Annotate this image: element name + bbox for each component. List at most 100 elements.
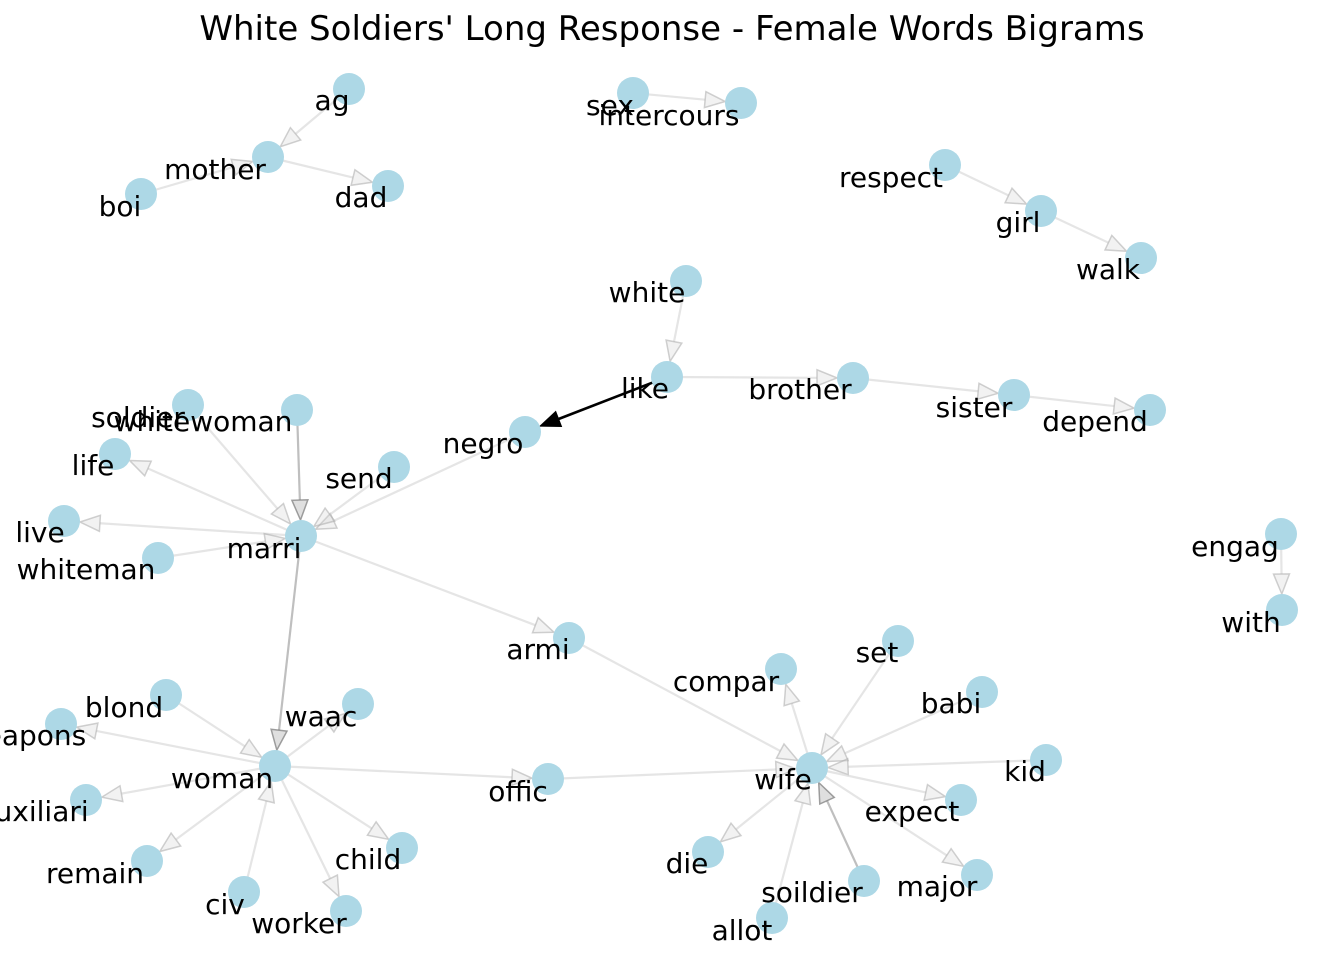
node-ag bbox=[333, 73, 365, 105]
node-label-brother: brother bbox=[748, 373, 852, 406]
edge-woman-child bbox=[274, 765, 391, 841]
node-label-dad: dad bbox=[335, 181, 388, 214]
edge-like-negro bbox=[538, 375, 668, 428]
edge-woman-offic bbox=[274, 764, 535, 787]
node-label-depend: depend bbox=[1042, 405, 1148, 438]
node-remain bbox=[131, 845, 163, 877]
node-armi bbox=[553, 622, 585, 654]
node-wife bbox=[796, 752, 828, 784]
edge-allot-wife bbox=[770, 781, 812, 919]
edge-wife-die bbox=[718, 767, 813, 844]
edge-brother-sister bbox=[852, 376, 1001, 401]
node-send bbox=[378, 451, 410, 483]
node-worker bbox=[330, 895, 362, 927]
edge-woman-remain bbox=[158, 765, 276, 853]
node-engag bbox=[1265, 518, 1297, 550]
node-label-live: live bbox=[15, 516, 64, 549]
node-label-life: life bbox=[72, 449, 115, 482]
node-allot bbox=[756, 902, 788, 934]
node-white bbox=[670, 265, 702, 297]
edge-whiteman-marri bbox=[157, 532, 288, 560]
node-expect bbox=[945, 784, 977, 816]
edge-woman-weapons bbox=[74, 722, 276, 768]
edge-woman-worker bbox=[274, 765, 340, 899]
node-like bbox=[651, 361, 683, 393]
node-life bbox=[99, 438, 131, 470]
node-label-offic: offic bbox=[488, 775, 548, 808]
node-woman bbox=[259, 750, 291, 782]
node-label-wife: wife bbox=[754, 763, 812, 796]
node-intercours bbox=[725, 87, 757, 119]
node-weapons bbox=[45, 708, 77, 740]
edge-offic-wife bbox=[547, 760, 799, 781]
node-label-walk: walk bbox=[1076, 253, 1141, 286]
node-soildier bbox=[848, 865, 880, 897]
node-offic bbox=[532, 763, 564, 795]
node-label-negro: negro bbox=[443, 427, 524, 460]
node-kid bbox=[1030, 744, 1062, 776]
node-label-white: white bbox=[609, 276, 686, 309]
node-walk bbox=[1125, 242, 1157, 274]
edge-like-brother bbox=[666, 368, 840, 387]
node-label-child: child bbox=[335, 843, 401, 876]
node-soldier bbox=[172, 389, 204, 421]
node-label-soildier: soildier bbox=[761, 876, 863, 909]
node-label-boi: boi bbox=[99, 190, 142, 223]
edge-woman-auxiliari bbox=[99, 764, 276, 803]
node-child bbox=[386, 832, 418, 864]
node-label-whitewoman: whitewoman bbox=[114, 405, 293, 438]
edge-marri-armi bbox=[300, 534, 556, 634]
node-blond bbox=[150, 679, 182, 711]
node-label-sex: sex bbox=[586, 89, 634, 122]
edge-armi-wife bbox=[568, 637, 800, 762]
node-depend bbox=[1134, 394, 1166, 426]
node-label-civ: civ bbox=[205, 888, 245, 921]
node-live bbox=[48, 505, 80, 537]
node-label-marri: marri bbox=[227, 532, 302, 565]
node-label-set: set bbox=[856, 636, 899, 669]
node-label-mother: mother bbox=[164, 153, 266, 186]
node-label-sister: sister bbox=[936, 391, 1013, 424]
node-label-allot: allot bbox=[712, 914, 773, 947]
edge-set-wife bbox=[819, 640, 899, 757]
node-whiteman bbox=[142, 542, 174, 574]
edge-sister-depend bbox=[1013, 393, 1137, 416]
node-label-worker: worker bbox=[251, 907, 347, 940]
node-negro bbox=[509, 416, 541, 448]
node-label-respect: respect bbox=[839, 161, 943, 194]
node-label-send: send bbox=[325, 462, 392, 495]
node-marri bbox=[285, 520, 317, 552]
node-label-like: like bbox=[621, 372, 669, 405]
node-label-engag: engag bbox=[1191, 530, 1279, 563]
node-sister bbox=[998, 379, 1030, 411]
node-label-with: with bbox=[1221, 606, 1280, 639]
node-major bbox=[961, 859, 993, 891]
node-layer bbox=[45, 73, 1298, 934]
node-with bbox=[1266, 594, 1298, 626]
node-auxiliari bbox=[70, 784, 102, 816]
edge-babi-wife bbox=[824, 690, 983, 763]
node-waac bbox=[342, 688, 374, 720]
node-label-major: major bbox=[897, 870, 978, 903]
node-compar bbox=[765, 653, 797, 685]
edge-wife-major bbox=[811, 767, 966, 868]
edge-soldier-marri bbox=[187, 404, 292, 526]
node-label-expect: expect bbox=[865, 795, 960, 828]
node-civ bbox=[228, 876, 260, 908]
node-dad bbox=[372, 170, 404, 202]
node-label-soldier: soldier bbox=[91, 401, 185, 434]
node-label-armi: armi bbox=[506, 633, 569, 666]
node-label-girl: girl bbox=[996, 206, 1041, 239]
edge-civ-woman bbox=[242, 779, 276, 893]
node-sex bbox=[617, 77, 649, 109]
node-label-intercours: intercours bbox=[599, 99, 740, 132]
node-label-blond: blond bbox=[85, 691, 163, 724]
node-respect bbox=[929, 149, 961, 181]
node-die bbox=[692, 836, 724, 868]
node-set bbox=[882, 625, 914, 657]
node-label-woman: woman bbox=[171, 762, 273, 795]
node-label-compar: compar bbox=[673, 665, 780, 698]
node-mother bbox=[252, 141, 284, 173]
